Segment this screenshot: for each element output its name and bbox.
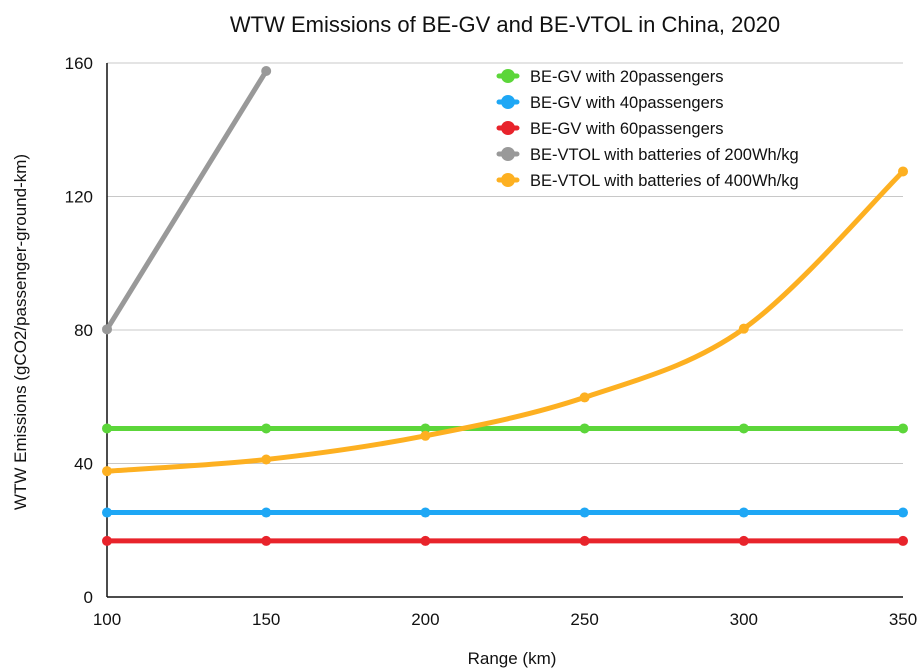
data-point bbox=[261, 535, 272, 546]
x-tick-labels: 100 150 200 250 300 350 bbox=[93, 610, 917, 629]
data-point bbox=[738, 507, 749, 518]
legend-label: BE-GV with 20passengers bbox=[530, 68, 724, 86]
y-tick-label: 80 bbox=[74, 321, 93, 340]
data-point bbox=[579, 392, 590, 403]
y-tick-label: 120 bbox=[65, 188, 93, 207]
data-point bbox=[261, 454, 272, 465]
legend-item: BE-GV with 20passengers bbox=[496, 68, 724, 86]
x-tick-label: 200 bbox=[411, 610, 439, 629]
data-point bbox=[261, 423, 272, 434]
x-tick-label: 350 bbox=[889, 610, 917, 629]
data-point bbox=[102, 324, 112, 335]
data-point bbox=[579, 423, 590, 434]
data-point bbox=[420, 507, 431, 518]
series-2 bbox=[102, 507, 908, 518]
legend-item: BE-GV with 40passengers bbox=[496, 94, 724, 112]
legend-label: BE-VTOL with batteries of 200Wh/kg bbox=[530, 146, 799, 164]
y-tick-labels: 0 40 80 120 160 bbox=[65, 54, 93, 607]
data-point bbox=[102, 535, 112, 546]
legend-swatch-marker bbox=[501, 95, 515, 109]
data-point bbox=[420, 430, 431, 441]
data-point bbox=[102, 466, 112, 477]
legend-swatch-marker bbox=[501, 173, 515, 187]
series-line bbox=[104, 168, 906, 474]
series-4 bbox=[102, 66, 272, 335]
x-tick-label: 300 bbox=[730, 610, 758, 629]
legend-swatch-marker bbox=[501, 147, 515, 161]
data-point bbox=[102, 423, 112, 434]
y-axis-label: WTW Emissions (gCO2/passenger-ground-km) bbox=[11, 154, 30, 510]
data-point bbox=[261, 66, 272, 77]
data-point bbox=[579, 507, 590, 518]
legend-label: BE-GV with 60passengers bbox=[530, 120, 724, 138]
data-point bbox=[261, 507, 272, 518]
legend: BE-GV with 20passengers BE-GV with 40pass… bbox=[496, 68, 799, 190]
data-point bbox=[738, 535, 749, 546]
y-tick-label: 0 bbox=[84, 588, 93, 607]
data-point bbox=[738, 323, 749, 334]
legend-swatch-marker bbox=[501, 69, 515, 83]
data-point bbox=[898, 423, 908, 434]
data-point bbox=[579, 535, 590, 546]
legend-item: BE-GV with 60passengers bbox=[496, 120, 724, 138]
series-group bbox=[102, 66, 908, 546]
data-point bbox=[738, 423, 749, 434]
gridlines bbox=[107, 62, 903, 464]
legend-label: BE-VTOL with batteries of 400Wh/kg bbox=[530, 172, 799, 190]
x-tick-label: 150 bbox=[252, 610, 280, 629]
data-point bbox=[898, 166, 908, 177]
legend-swatch-marker bbox=[501, 121, 515, 135]
x-tick-label: 250 bbox=[570, 610, 598, 629]
x-axis-label: Range (km) bbox=[468, 649, 557, 668]
series-5 bbox=[102, 166, 908, 477]
series-1 bbox=[102, 423, 908, 434]
x-tick-label: 100 bbox=[93, 610, 121, 629]
data-point bbox=[420, 535, 431, 546]
data-point bbox=[102, 507, 112, 518]
legend-item: BE-VTOL with batteries of 200Wh/kg bbox=[496, 146, 799, 164]
legend-label: BE-GV with 40passengers bbox=[530, 94, 724, 112]
series-3 bbox=[102, 535, 908, 546]
data-point bbox=[420, 423, 431, 434]
legend-item: BE-VTOL with batteries of 400Wh/kg bbox=[496, 172, 799, 190]
chart-title: WTW Emissions of BE-GV and BE-VTOL in Ch… bbox=[230, 12, 780, 37]
data-point bbox=[898, 507, 908, 518]
y-tick-label: 160 bbox=[65, 54, 93, 73]
y-tick-label: 40 bbox=[74, 455, 93, 474]
series-line bbox=[104, 68, 269, 332]
data-point bbox=[898, 535, 908, 546]
